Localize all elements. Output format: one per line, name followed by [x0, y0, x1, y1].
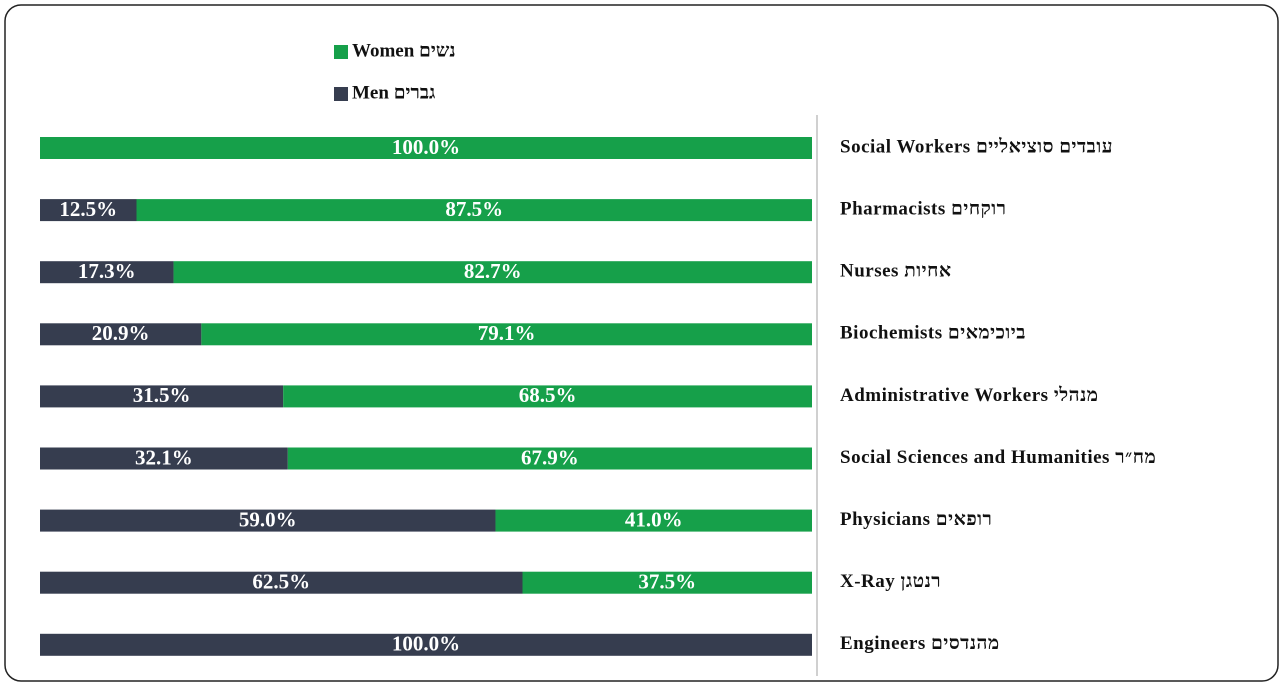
value-label: 17.3% [78, 259, 136, 283]
value-label: 67.9% [521, 445, 579, 469]
value-label: 31.5% [133, 383, 191, 407]
category-label: Administrative Workers מנהלי [840, 385, 1099, 406]
bar-segment [522, 571, 812, 594]
legend-label: Women נשים [352, 40, 456, 61]
legend-swatch [334, 45, 348, 59]
value-label: 59.0% [239, 507, 297, 531]
bar-segment [40, 199, 137, 222]
bar-segment [136, 199, 812, 222]
category-label: Social Sciences and Humanities מח״ר [840, 447, 1156, 468]
value-label: 79.1% [478, 321, 536, 345]
bar-segment [40, 261, 174, 284]
value-label: 82.7% [464, 259, 522, 283]
value-label: 37.5% [638, 570, 696, 594]
bar-segment [40, 323, 202, 346]
value-label: 32.1% [135, 445, 193, 469]
legend-label: Men גברים [352, 82, 435, 103]
value-label: 100.0% [392, 632, 460, 656]
bar-segment [40, 447, 288, 470]
value-label: 41.0% [625, 507, 683, 531]
bar-segment [495, 509, 812, 532]
value-label: 12.5% [59, 197, 117, 221]
value-label: 68.5% [519, 383, 577, 407]
bar-segment [283, 385, 812, 408]
value-label: 20.9% [92, 321, 150, 345]
value-label: 100.0% [392, 135, 460, 159]
value-label: 87.5% [445, 197, 503, 221]
bar-segment [40, 385, 284, 408]
bar-segment [40, 571, 523, 594]
bar-segment [201, 323, 812, 346]
legend-swatch [334, 87, 348, 101]
category-label: Pharmacists רוקחים [840, 198, 1006, 219]
category-label: Social Workers עובדים סוציאליים [840, 136, 1113, 157]
bar-segment [40, 509, 496, 532]
category-label: Biochemists ביוכימאים [840, 323, 1026, 344]
value-label: 62.5% [252, 570, 310, 594]
category-label: Nurses אחיות [840, 261, 952, 282]
bar-segment [173, 261, 812, 284]
category-label: Physicians רופאים [840, 509, 992, 530]
category-label: X-Ray רנטגן [840, 571, 941, 592]
bar-segment [40, 137, 812, 159]
bar-segment [40, 633, 812, 656]
category-label: Engineers מהנדסים [840, 633, 1000, 654]
bar-segment [287, 447, 812, 470]
